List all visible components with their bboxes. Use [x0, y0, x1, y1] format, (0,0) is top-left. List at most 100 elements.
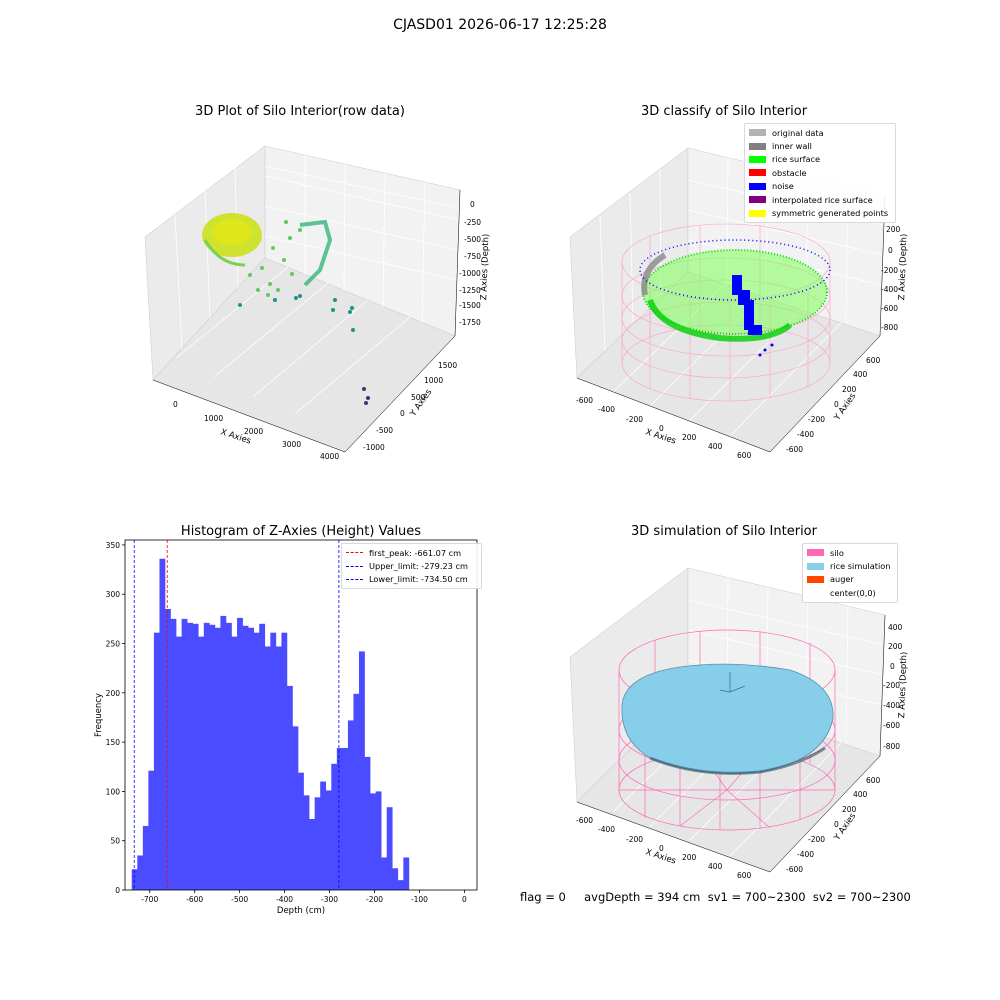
raw-ztick: 0	[470, 200, 475, 209]
histogram-bar	[187, 622, 194, 890]
histogram-legend-swatch	[346, 552, 363, 554]
simulation-legend-swatch	[807, 562, 824, 570]
histogram-bar	[347, 720, 354, 890]
classify-ytick: 400	[853, 370, 868, 379]
histogram-legend-swatch	[346, 578, 363, 580]
histogram-ytick-label: 150	[106, 738, 121, 747]
simulation-ztick: -400	[883, 701, 901, 710]
classify-xtick: -400	[598, 405, 616, 414]
simulation-ytick: 200	[842, 805, 857, 814]
histogram-xtick-label: -100	[411, 895, 428, 904]
histogram-bar	[386, 807, 393, 890]
classify-xtick: 0	[659, 424, 664, 433]
histogram-bar	[281, 632, 288, 890]
classify-inner-wall	[641, 252, 667, 296]
histogram-bar	[381, 857, 388, 890]
classify-xtick: 600	[737, 451, 752, 460]
histogram-ytick-label: 0	[115, 886, 120, 895]
classify-legend-item: obstacle	[749, 166, 891, 179]
classify-legend-swatch	[749, 129, 766, 137]
classify-xtick: -200	[626, 415, 644, 424]
simulation-xtick: -200	[626, 835, 644, 844]
histogram-xlabel: Depth (cm)	[277, 906, 325, 916]
simulation-xtick: 400	[708, 862, 723, 871]
histogram-bar	[159, 558, 166, 890]
raw-ztick: -1500	[459, 301, 481, 310]
histogram-ytick-label: 200	[106, 689, 121, 698]
simulation-auger	[719, 672, 746, 693]
histogram-bar	[131, 869, 138, 890]
histogram-ytick-label: 250	[106, 640, 121, 649]
histogram-bar	[292, 726, 299, 890]
simulation-legend-swatch	[807, 575, 824, 583]
histogram-bar	[198, 636, 205, 890]
status-footer: flag = 0 avgDepth = 394 cm sv1 = 700~230…	[520, 890, 911, 904]
classify-ytick: -600	[786, 445, 804, 454]
classify-legend: original data inner wall rice surface obsta…	[744, 123, 896, 223]
histogram-bar	[309, 819, 315, 890]
histogram-bar	[170, 618, 177, 890]
classify-legend-swatch	[749, 182, 766, 190]
raw-xtick: 2000	[244, 427, 264, 436]
simulation-legend-label: silo	[830, 547, 844, 558]
classify-xtick: -600	[576, 396, 594, 405]
classify-plot-title: 3D classify of Silo Interior	[640, 104, 808, 119]
simulation-ytick: -200	[808, 835, 826, 844]
simulation-ztick: 200	[888, 642, 903, 651]
histogram-ytick-label: 300	[106, 590, 121, 599]
histogram-legend: first_peak: -661.07 cm Upper_limit: -279.…	[341, 543, 482, 590]
histogram-xtick-label: -500	[231, 895, 248, 904]
simulation-rice-surface	[621, 663, 834, 774]
histogram-bar	[209, 624, 216, 890]
histogram-bar	[192, 623, 199, 890]
simulation-legend-item: center(0,0)	[807, 586, 893, 599]
histogram-ytick-label: 350	[106, 541, 121, 550]
simulation-legend-label: center(0,0)	[830, 587, 876, 598]
simulation-ytick: -400	[797, 850, 815, 859]
histogram-bar	[264, 646, 271, 890]
histogram-xtick-label: -700	[141, 895, 158, 904]
histogram-xtick-label: -300	[321, 895, 338, 904]
classify-ztick: -400	[881, 285, 899, 294]
histogram-legend-item: Upper_limit: -279.23 cm	[346, 559, 477, 572]
simulation-xtick: 0	[659, 844, 664, 853]
histogram-bar	[242, 625, 249, 890]
raw-3d-plot	[144, 145, 461, 453]
histogram-bar	[165, 609, 171, 890]
classify-ztick: 200	[886, 225, 901, 234]
histogram-bar	[270, 632, 277, 890]
histogram-bar	[359, 651, 365, 890]
histogram-bar	[153, 632, 160, 890]
histogram-bar	[403, 857, 410, 890]
simulation-legend-item: auger	[807, 573, 893, 586]
histogram-bar	[314, 797, 321, 890]
raw-point-cloud	[202, 213, 370, 405]
classify-zlabel: Z Axies (Depth)	[897, 233, 910, 301]
histogram-bar	[325, 790, 332, 890]
histogram-xtick-label: 0	[462, 895, 467, 904]
simulation-legend-swatch	[807, 589, 824, 596]
classify-xtick: 200	[682, 433, 697, 442]
classify-legend-item: rice surface	[749, 153, 891, 166]
classify-legend-item: inner wall	[749, 139, 891, 152]
histogram-bar	[148, 770, 155, 890]
histogram-chart: -700 -600 -500 -400 -300 -200 -100 0 0 50 100 150 20…	[94, 539, 478, 916]
simulation-ytick: 600	[866, 776, 881, 785]
histogram-title: Histogram of Z-Axies (Height) Values	[180, 524, 422, 539]
histogram-legend-item: first_peak: -661.07 cm	[346, 546, 477, 559]
simulation-ztick: 0	[890, 662, 895, 671]
simulation-legend-item: silo	[807, 546, 893, 559]
histogram-bar	[137, 855, 144, 890]
histogram-bar	[237, 617, 243, 890]
histogram-xtick-label: -200	[366, 895, 383, 904]
raw-xtick: 1000	[204, 414, 224, 423]
raw-ytick: 1000	[424, 376, 444, 385]
histogram-bar	[176, 636, 182, 890]
simulation-legend-label: rice simulation	[830, 561, 891, 572]
simulation-ytick: 0	[834, 820, 839, 829]
raw-ztick: -1000	[459, 269, 481, 278]
histogram-bar	[298, 772, 304, 890]
histogram-ylabel: Frequency	[94, 693, 104, 737]
classify-legend-label: obstacle	[772, 167, 807, 178]
simulation-xtick: 600	[737, 871, 752, 880]
